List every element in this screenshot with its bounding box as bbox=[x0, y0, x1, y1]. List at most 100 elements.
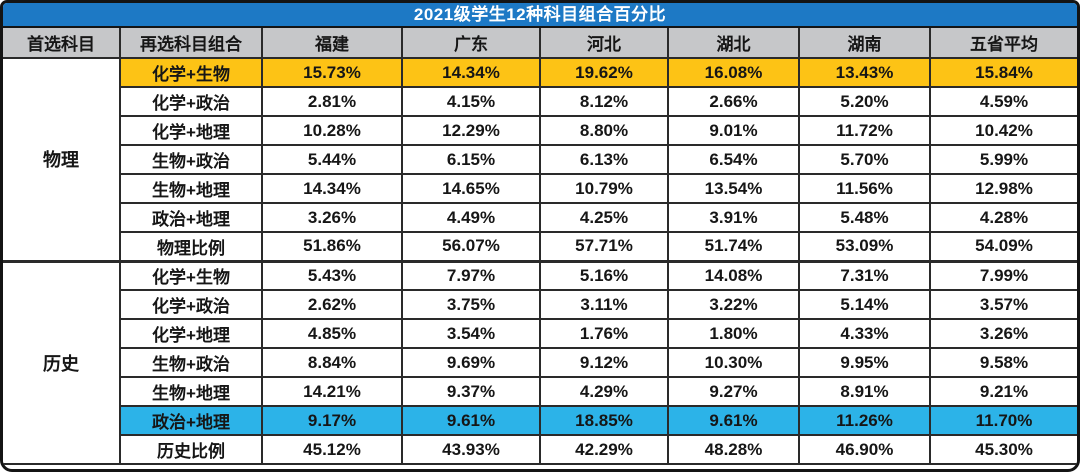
table-row: 化学+政治 2.81% 4.15% 8.12% 2.66% 5.20% 4.59% bbox=[3, 86, 1077, 117]
value-cell: 4.25% bbox=[539, 202, 669, 233]
value-cell: 9.21% bbox=[929, 376, 1077, 407]
value-cell: 9.58% bbox=[929, 347, 1077, 378]
value-cell: 11.70% bbox=[929, 405, 1077, 436]
value-cell: 5.20% bbox=[798, 86, 931, 117]
col-header-fujian: 福建 bbox=[261, 28, 403, 59]
value-cell: 13.43% bbox=[798, 57, 931, 88]
value-cell: 8.12% bbox=[539, 86, 669, 117]
value-cell: 6.15% bbox=[401, 144, 541, 175]
table-row: 生物+政治 5.44% 6.15% 6.13% 6.54% 5.70% 5.99% bbox=[3, 144, 1077, 175]
value-cell: 5.99% bbox=[929, 144, 1077, 175]
value-cell: 51.86% bbox=[261, 231, 403, 262]
first-choice-subject-cell: 物理 bbox=[3, 57, 121, 262]
value-cell: 10.30% bbox=[667, 347, 800, 378]
value-cell: 45.12% bbox=[261, 434, 403, 465]
value-cell: 6.54% bbox=[667, 144, 800, 175]
value-cell: 4.59% bbox=[929, 86, 1077, 117]
value-cell: 4.28% bbox=[929, 202, 1077, 233]
combination-cell: 生物+地理 bbox=[120, 173, 263, 204]
value-cell: 8.91% bbox=[798, 376, 931, 407]
value-cell: 9.01% bbox=[667, 115, 800, 146]
col-header-hebei: 河北 bbox=[539, 28, 669, 59]
value-cell: 3.57% bbox=[929, 289, 1077, 320]
table-row: 生物+政治 8.84% 9.69% 9.12% 10.30% 9.95% 9.58% bbox=[3, 347, 1077, 378]
value-cell: 6.13% bbox=[539, 144, 669, 175]
col-header-average: 五省平均 bbox=[929, 28, 1077, 59]
value-cell: 45.30% bbox=[929, 434, 1077, 465]
value-cell: 5.43% bbox=[261, 259, 403, 291]
value-cell: 42.29% bbox=[539, 434, 669, 465]
value-cell: 5.44% bbox=[261, 144, 403, 175]
table-title: 2021级学生12种科目组合百分比 bbox=[3, 3, 1077, 28]
combination-cell: 历史比例 bbox=[120, 434, 263, 465]
value-cell: 57.71% bbox=[539, 231, 669, 262]
value-cell: 9.95% bbox=[798, 347, 931, 378]
value-cell: 9.61% bbox=[667, 405, 800, 436]
value-cell: 4.85% bbox=[261, 318, 403, 349]
value-cell: 10.28% bbox=[261, 115, 403, 146]
value-cell: 2.62% bbox=[261, 289, 403, 320]
value-cell: 9.27% bbox=[667, 376, 800, 407]
value-cell: 4.29% bbox=[539, 376, 669, 407]
combination-cell: 化学+政治 bbox=[120, 289, 263, 320]
table-row: 生物+地理 14.34% 14.65% 10.79% 13.54% 11.56% 12.98… bbox=[3, 173, 1077, 204]
col-header-combination: 再选科目组合 bbox=[119, 28, 263, 59]
value-cell: 3.26% bbox=[261, 202, 403, 233]
value-cell: 2.66% bbox=[667, 86, 800, 117]
table-row: 历史比例 45.12% 43.93% 42.29% 48.28% 46.90% 45.30% bbox=[3, 434, 1077, 465]
value-cell: 5.16% bbox=[539, 259, 669, 291]
value-cell: 3.22% bbox=[667, 289, 800, 320]
value-cell: 4.49% bbox=[401, 202, 541, 233]
value-cell: 9.61% bbox=[401, 405, 541, 436]
value-cell: 1.76% bbox=[539, 318, 669, 349]
value-cell: 11.26% bbox=[798, 405, 931, 436]
value-cell: 7.31% bbox=[798, 259, 931, 291]
value-cell: 14.21% bbox=[261, 376, 403, 407]
value-cell: 12.29% bbox=[401, 115, 541, 146]
value-cell: 3.54% bbox=[401, 318, 541, 349]
table-row: 物理 化学+生物 15.73% 14.34% 19.62% 16.08% 13.43% 15.… bbox=[3, 57, 1077, 262]
value-cell: 43.93% bbox=[401, 434, 541, 465]
col-header-guangdong: 广东 bbox=[401, 28, 541, 59]
value-cell: 3.75% bbox=[401, 289, 541, 320]
combination-cell: 化学+生物 bbox=[119, 259, 263, 291]
value-cell: 3.11% bbox=[539, 289, 669, 320]
value-cell: 7.99% bbox=[929, 259, 1077, 291]
combination-cell: 物理比例 bbox=[120, 231, 263, 262]
value-cell: 1.80% bbox=[667, 318, 800, 349]
value-cell: 2.81% bbox=[261, 86, 403, 117]
combination-cell: 化学+生物 bbox=[119, 57, 263, 88]
value-cell: 14.34% bbox=[401, 57, 541, 88]
value-cell: 14.65% bbox=[401, 173, 541, 204]
value-cell: 3.26% bbox=[929, 318, 1077, 349]
value-cell: 8.84% bbox=[261, 347, 403, 378]
value-cell: 16.08% bbox=[667, 57, 800, 88]
combination-cell: 生物+地理 bbox=[120, 376, 263, 407]
value-cell: 15.73% bbox=[261, 57, 403, 88]
table-row: 生物+地理 14.21% 9.37% 4.29% 9.27% 8.91% 9.21% bbox=[3, 376, 1077, 407]
table-row: 历史 化学+生物 5.43% 7.97% 5.16% 14.08% 7.31% 7.99% bbox=[3, 259, 1077, 465]
value-cell: 14.08% bbox=[667, 259, 800, 291]
value-cell: 3.91% bbox=[667, 202, 800, 233]
subject-combination-table: 首选科目 再选科目组合 福建 广东 河北 湖北 湖南 五省平均 物理 化学+生物 1… bbox=[3, 28, 1077, 465]
value-cell: 15.84% bbox=[929, 57, 1077, 88]
value-cell: 4.33% bbox=[798, 318, 931, 349]
combination-cell: 生物+政治 bbox=[120, 144, 263, 175]
value-cell: 9.12% bbox=[539, 347, 669, 378]
value-cell: 7.97% bbox=[401, 259, 541, 291]
value-cell: 12.98% bbox=[929, 173, 1077, 204]
first-choice-subject-cell: 历史 bbox=[3, 259, 121, 465]
value-cell: 8.80% bbox=[539, 115, 669, 146]
value-cell: 53.09% bbox=[798, 231, 931, 262]
combination-cell: 化学+地理 bbox=[120, 318, 263, 349]
value-cell: 48.28% bbox=[667, 434, 800, 465]
value-cell: 4.15% bbox=[401, 86, 541, 117]
combination-cell: 生物+政治 bbox=[120, 347, 263, 378]
value-cell: 5.70% bbox=[798, 144, 931, 175]
table-row: 政治+地理 9.17% 9.61% 18.85% 9.61% 11.26% 11.70% bbox=[3, 405, 1077, 436]
table-row: 化学+地理 10.28% 12.29% 8.80% 9.01% 11.72% 10.42% bbox=[3, 115, 1077, 146]
col-header-hubei: 湖北 bbox=[667, 28, 800, 59]
value-cell: 11.72% bbox=[798, 115, 931, 146]
col-header-hunan: 湖南 bbox=[798, 28, 931, 59]
combination-cell: 政治+地理 bbox=[120, 405, 263, 436]
